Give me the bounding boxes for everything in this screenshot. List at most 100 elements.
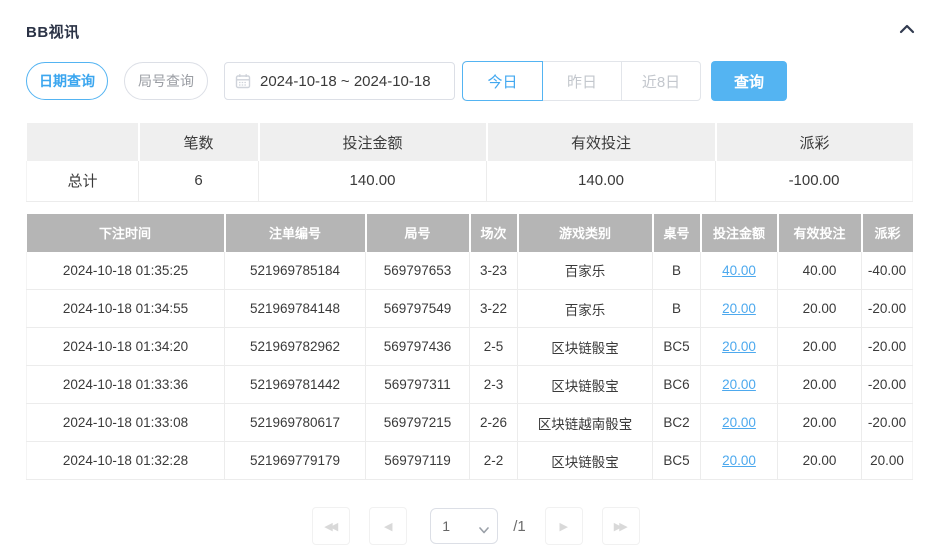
session: 3-23 [469, 251, 518, 290]
summary-bet-amount-value: 140.00 [258, 161, 487, 202]
header-payout: 派彩 [861, 213, 913, 252]
bet-time: 2024-10-18 01:35:25 [26, 251, 225, 290]
payout: -20.00 [861, 289, 913, 328]
payout: -20.00 [861, 403, 913, 442]
summary-total-row: 总计 6 140.00 140.00 -100.00 [26, 161, 913, 202]
bet-time: 2024-10-18 01:34:20 [26, 327, 225, 366]
last8days-button[interactable]: 近8日 [621, 62, 700, 100]
payout: -20.00 [861, 327, 913, 366]
bet-amount-cell: 40.00 [700, 251, 778, 290]
prev-page-button[interactable]: ◀ [369, 507, 408, 545]
header-order-no: 注单编号 [224, 213, 367, 252]
bet-amount-cell: 20.00 [700, 289, 778, 328]
payout: -40.00 [861, 251, 913, 290]
last-page-button[interactable]: ▶▶ [601, 507, 640, 545]
game-type: 区块链骰宝 [517, 327, 653, 366]
round-no: 569797549 [365, 289, 470, 328]
table-no: BC5 [652, 441, 701, 480]
date-range-value: 2024-10-18 ~ 2024-10-18 [260, 72, 431, 90]
valid-bet: 40.00 [777, 251, 862, 290]
order-no: 521969782962 [224, 327, 366, 366]
page-select[interactable]: 1 [430, 508, 499, 544]
summary-header-empty [26, 123, 140, 161]
session: 2-5 [469, 327, 518, 366]
bet-amount-link[interactable]: 20.00 [722, 339, 756, 354]
bet-time: 2024-10-18 01:33:36 [26, 365, 225, 404]
bet-amount-cell: 20.00 [700, 327, 778, 366]
table-no: BC6 [652, 365, 701, 404]
bet-amount-link[interactable]: 40.00 [722, 262, 756, 278]
header-bet-time: 下注时间 [26, 213, 226, 252]
game-type: 区块链骰宝 [517, 441, 653, 480]
session: 2-3 [469, 365, 518, 404]
order-no: 521969779179 [224, 441, 366, 480]
panel-header: BB视讯 [0, 19, 952, 43]
game-type: 区块链骰宝 [517, 365, 653, 404]
summary-payout-value: -100.00 [715, 161, 913, 202]
bet-amount-cell: 20.00 [700, 403, 778, 442]
game-type: 百家乐 [517, 251, 653, 290]
filter-toolbar: 日期查询 局号查询 2024-10-18 ~ 2024-10-18 今日 昨日 … [26, 61, 926, 101]
bet-records-table: 下注时间 注单编号 局号 场次 游戏类别 桌号 投注金额 有效投注 派彩 202… [26, 213, 913, 480]
summary-valid-bet-value: 140.00 [486, 161, 716, 202]
date-query-tab[interactable]: 日期查询 [26, 62, 108, 100]
summary-header-count: 笔数 [138, 123, 260, 161]
next-page-button[interactable]: ▶ [544, 507, 583, 545]
session: 2-2 [469, 441, 518, 480]
bet-row: 2024-10-18 01:35:25 521969785184 5697976… [26, 251, 913, 290]
header-game-type: 游戏类别 [517, 213, 654, 252]
quick-range-group: 今日 昨日 近8日 [462, 61, 701, 101]
round-no: 569797215 [365, 403, 470, 442]
first-page-button[interactable]: ◀◀ [312, 507, 351, 545]
header-bet-amount: 投注金额 [700, 213, 779, 252]
bet-row: 2024-10-18 01:34:20 521969782962 5697974… [26, 327, 913, 366]
summary-header-payout: 派彩 [715, 123, 913, 161]
order-no: 521969780617 [224, 403, 366, 442]
round-query-tab[interactable]: 局号查询 [124, 62, 208, 100]
payout: 20.00 [861, 441, 913, 480]
bet-row: 2024-10-18 01:32:28 521969779179 5697971… [26, 441, 913, 480]
bet-amount-link[interactable]: 20.00 [722, 415, 756, 430]
header-session: 场次 [469, 213, 519, 252]
collapse-button[interactable] [898, 22, 916, 40]
date-range-input[interactable]: 2024-10-18 ~ 2024-10-18 [224, 62, 455, 100]
order-no: 521969784148 [224, 289, 366, 328]
round-no: 569797311 [365, 365, 470, 404]
bet-amount-link[interactable]: 20.00 [722, 377, 756, 392]
panel-title: BB视讯 [26, 23, 80, 41]
bet-amount-link[interactable]: 20.00 [722, 301, 756, 316]
summary-table: 笔数 投注金额 有效投注 派彩 总计 6 140.00 140.00 -100.… [26, 123, 913, 202]
session: 2-26 [469, 403, 518, 442]
summary-header-bet-amount: 投注金额 [258, 123, 488, 161]
header-round-no: 局号 [365, 213, 471, 252]
game-type: 区块链越南骰宝 [517, 403, 653, 442]
table-no: B [652, 289, 701, 328]
bet-time: 2024-10-18 01:33:08 [26, 403, 225, 442]
today-button[interactable]: 今日 [463, 62, 542, 100]
summary-header-valid-bet: 有效投注 [486, 123, 717, 161]
round-no: 569797653 [365, 251, 470, 290]
round-no: 569797436 [365, 327, 470, 366]
header-table-no: 桌号 [652, 213, 702, 252]
bet-amount-cell: 20.00 [700, 365, 778, 404]
valid-bet: 20.00 [777, 289, 862, 328]
payout: -20.00 [861, 365, 913, 404]
query-button[interactable]: 查询 [711, 61, 787, 101]
calendar-icon [235, 73, 251, 89]
summary-total-label: 总计 [26, 161, 139, 202]
order-no: 521969781442 [224, 365, 366, 404]
table-no: BC5 [652, 327, 701, 366]
page-select-wrap: 1 [430, 508, 499, 544]
chevron-up-icon [898, 22, 916, 40]
valid-bet: 20.00 [777, 403, 862, 442]
bet-row: 2024-10-18 01:34:55 521969784148 5697975… [26, 289, 913, 328]
bet-amount-link[interactable]: 20.00 [722, 453, 756, 468]
table-no: B [652, 251, 701, 290]
yesterday-button[interactable]: 昨日 [542, 62, 621, 100]
summary-count-value: 6 [138, 161, 259, 202]
page-total-label: /1 [513, 517, 526, 535]
valid-bet: 20.00 [777, 327, 862, 366]
bet-time: 2024-10-18 01:32:28 [26, 441, 225, 480]
bet-time: 2024-10-18 01:34:55 [26, 289, 225, 328]
